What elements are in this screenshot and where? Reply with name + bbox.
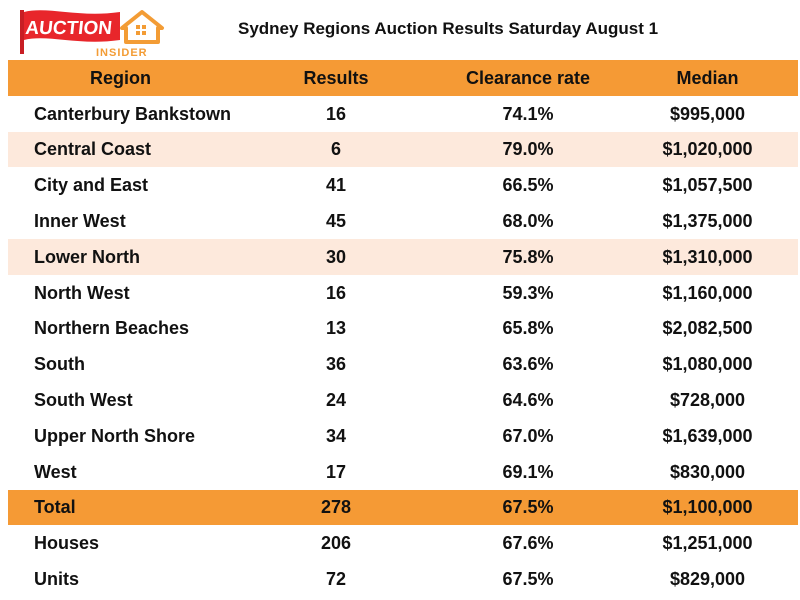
column-header-median: Median — [617, 60, 798, 96]
table-row: Upper North Shore 34 67.0% $1,639,000 — [8, 418, 798, 454]
median-cell: $1,100,000 — [617, 489, 798, 526]
region-cell: Canterbury Bankstown — [34, 103, 232, 124]
clearance-rate-cell: 74.1% — [502, 103, 554, 124]
results-cell: 278 — [233, 489, 439, 526]
table-row: West 17 69.1% $830,000 — [8, 454, 798, 490]
region-cell: West — [34, 461, 77, 482]
results-cell: 17 — [325, 461, 347, 482]
column-header-clearance-rate: Clearance rate — [439, 60, 617, 96]
table-row: Northern Beaches 13 65.8% $2,082,500 — [8, 311, 798, 347]
results-cell: 36 — [325, 354, 347, 375]
clearance-rate-cell: 65.8% — [502, 318, 554, 339]
table-row: Central Coast 6 79.0% $1,020,000 — [8, 131, 798, 168]
results-cell: 13 — [325, 318, 347, 339]
clearance-rate-cell: 67.6% — [502, 533, 554, 554]
region-cell: North West — [34, 282, 130, 303]
clearance-rate-cell: 69.1% — [502, 461, 554, 482]
median-cell: $728,000 — [669, 390, 746, 411]
region-cell: City and East — [34, 175, 149, 196]
median-cell: $1,639,000 — [662, 425, 753, 446]
median-cell: $1,375,000 — [662, 211, 753, 232]
median-cell: $1,057,500 — [662, 175, 753, 196]
table-row: Houses 206 67.6% $1,251,000 — [8, 525, 798, 561]
clearance-rate-cell: 67.5% — [502, 569, 554, 590]
region-cell: South — [34, 354, 85, 375]
table-row: Lower North 30 75.8% $1,310,000 — [8, 238, 798, 275]
flag-banner-icon — [24, 10, 120, 42]
flag-pole-icon — [20, 10, 24, 54]
results-cell: 30 — [233, 238, 439, 275]
median-cell: $829,000 — [669, 569, 746, 590]
table-row: South West 24 64.6% $728,000 — [8, 382, 798, 418]
region-cell: Central Coast — [8, 131, 233, 168]
clearance-rate-cell: 67.0% — [502, 425, 554, 446]
results-cell: 45 — [325, 211, 347, 232]
clearance-rate-cell: 67.5% — [439, 489, 617, 526]
table-row: Canterbury Bankstown 16 74.1% $995,000 — [8, 96, 798, 132]
results-cell: 206 — [320, 533, 352, 554]
table-row: Inner West 45 68.0% $1,375,000 — [8, 203, 798, 239]
results-cell: 16 — [325, 103, 347, 124]
median-cell: $1,160,000 — [662, 282, 753, 303]
results-cell: 6 — [233, 131, 439, 168]
clearance-rate-cell: 79.0% — [439, 131, 617, 168]
region-cell: Upper North Shore — [34, 425, 196, 446]
table-row: North West 16 59.3% $1,160,000 — [8, 275, 798, 311]
region-cell: Lower North — [8, 238, 233, 275]
clearance-rate-cell: 66.5% — [502, 175, 554, 196]
region-cell: Units — [34, 569, 79, 590]
results-cell: 41 — [325, 175, 347, 196]
house-icon — [120, 10, 164, 44]
clearance-rate-cell: 59.3% — [502, 282, 554, 303]
median-cell: $2,082,500 — [662, 318, 753, 339]
table-row: South 36 63.6% $1,080,000 — [8, 346, 798, 382]
table-body: Canterbury Bankstown 16 74.1% $995,000 Centr… — [8, 96, 798, 597]
clearance-rate-cell: 63.6% — [502, 354, 554, 375]
column-header-results: Results — [233, 60, 439, 96]
auction-insider-logo: AUCTION INSIDER — [20, 10, 164, 59]
chart-title: Sydney Regions Auction Results Saturday … — [238, 19, 659, 38]
median-cell: $995,000 — [669, 103, 746, 124]
clearance-rate-cell: 64.6% — [502, 390, 554, 411]
clearance-rate-cell: 75.8% — [439, 238, 617, 275]
results-cell: 16 — [325, 282, 347, 303]
table-header-row: Region Results Clearance rate Median — [8, 60, 798, 96]
auction-results-table: Region Results Clearance rate Median Can… — [8, 60, 798, 597]
logo-subword: INSIDER — [96, 47, 148, 59]
region-cell: Total — [8, 489, 233, 526]
results-cell: 34 — [325, 425, 347, 446]
region-cell: South West — [34, 390, 133, 411]
column-header-region: Region — [8, 60, 233, 96]
region-cell: Inner West — [34, 211, 126, 232]
results-cell: 24 — [325, 390, 347, 411]
table-row: City and East 41 66.5% $1,057,500 — [8, 167, 798, 203]
median-cell: $830,000 — [669, 461, 746, 482]
logo-word: AUCTION — [24, 18, 113, 39]
median-cell: $1,020,000 — [617, 131, 798, 168]
clearance-rate-cell: 68.0% — [502, 211, 554, 232]
median-cell: $1,310,000 — [617, 238, 798, 275]
median-cell: $1,251,000 — [662, 533, 753, 554]
region-cell: Northern Beaches — [34, 318, 190, 339]
median-cell: $1,080,000 — [662, 354, 753, 375]
table-row-total: Total 278 67.5% $1,100,000 — [8, 489, 798, 526]
region-cell: Houses — [34, 533, 100, 554]
table-row: Units 72 67.5% $829,000 — [8, 561, 798, 597]
results-cell: 72 — [325, 569, 347, 590]
